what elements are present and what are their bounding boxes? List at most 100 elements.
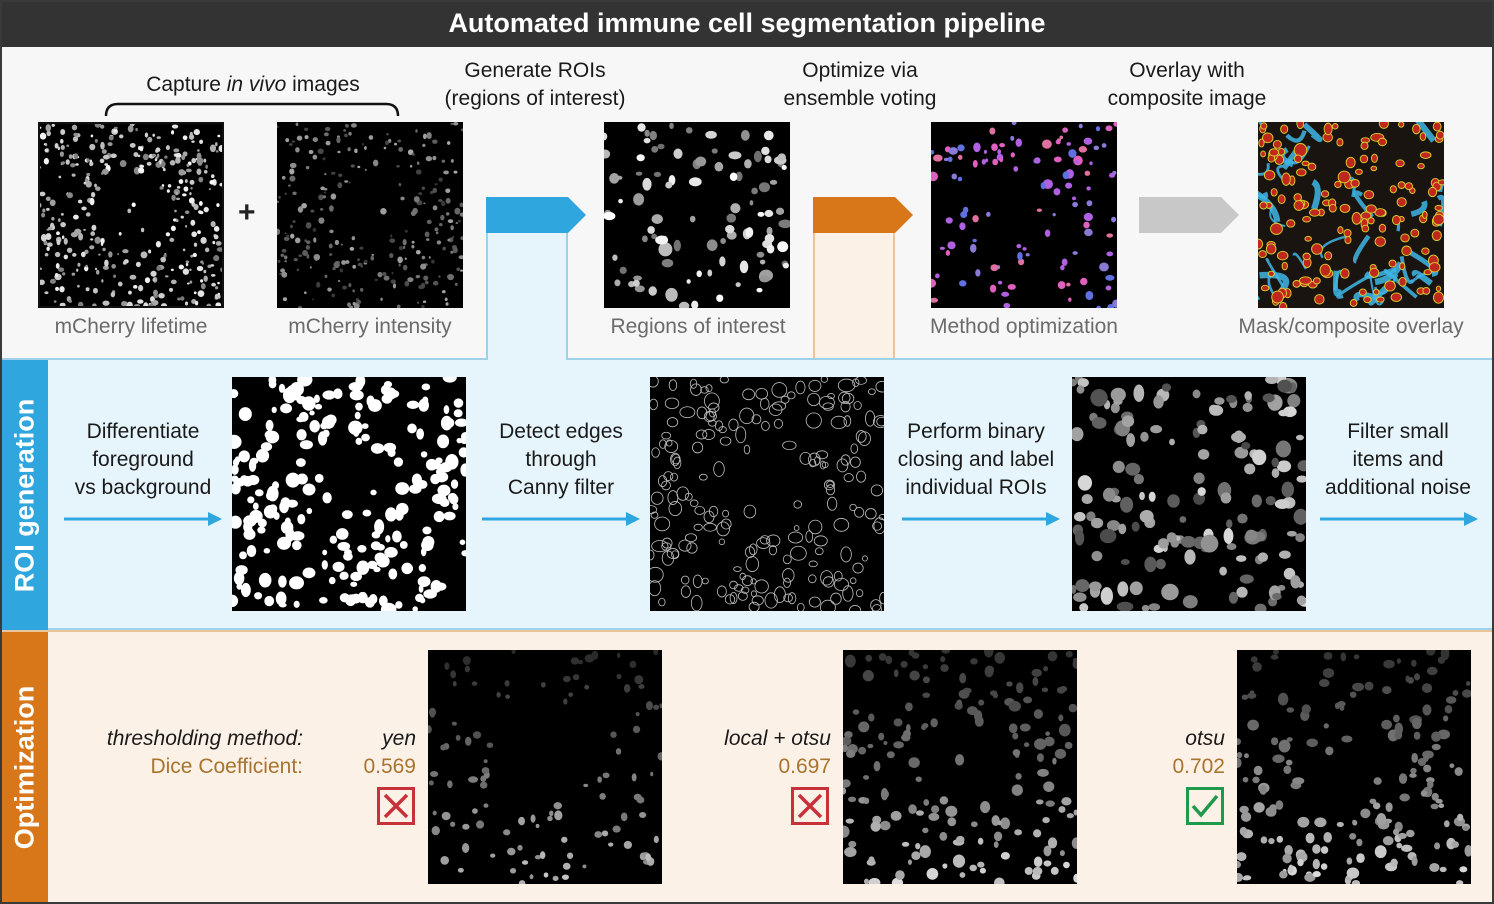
cell-blob (623, 683, 631, 693)
cell-blob (1293, 200, 1305, 211)
cell-blob (1139, 491, 1145, 501)
cell-blob (404, 280, 410, 287)
cell-blob (1023, 742, 1030, 748)
cell-blob (808, 560, 818, 568)
cell-blob (348, 131, 352, 136)
cell-blob (177, 297, 181, 301)
cell-blob (51, 216, 55, 221)
cell-blob (1084, 170, 1091, 176)
cell-blob (1279, 870, 1288, 879)
cell-blob (361, 433, 370, 442)
cell-blob (385, 140, 389, 145)
cell-blob (369, 402, 381, 412)
cell-blob (411, 244, 415, 249)
cell-blob (868, 713, 875, 722)
cell-blob (868, 877, 881, 884)
cell-blob (1032, 676, 1039, 686)
cell-blob (960, 211, 968, 218)
cell-blob (128, 290, 132, 295)
cell-blob (45, 124, 52, 132)
cell-blob (215, 302, 222, 306)
overlay-label: Overlay with composite image (1107, 59, 1267, 110)
cell-blob (1301, 704, 1311, 714)
cell-blob (562, 675, 571, 683)
cell-blob (46, 246, 50, 251)
vessel-strand (1285, 130, 1307, 143)
cell-blob (437, 484, 451, 497)
cell-blob (238, 450, 250, 463)
cell-blob (1141, 604, 1150, 611)
cell-blob (304, 135, 309, 140)
cell-blob (51, 124, 55, 127)
cell-blob (1277, 379, 1293, 393)
cell-blob (85, 264, 88, 268)
cell-blob (101, 149, 107, 154)
cell-blob (1390, 858, 1398, 867)
cell-blob (668, 501, 682, 517)
cell-blob (144, 132, 149, 138)
cell-blob (1383, 659, 1395, 669)
cell-blob (355, 377, 366, 388)
cell-blob (189, 131, 193, 136)
cell-blob (759, 535, 771, 545)
cell-blob (970, 243, 977, 253)
foreground-mask-image (232, 377, 466, 611)
cell-blob (1106, 233, 1114, 238)
cell-blob (1343, 228, 1352, 238)
cell-blob (843, 473, 854, 483)
cell-blob (175, 157, 181, 164)
cell-blob (329, 205, 334, 212)
cell-blob (304, 239, 307, 243)
cell-blob (1389, 185, 1397, 194)
cell-blob (753, 150, 762, 163)
cell-blob (1427, 186, 1438, 198)
cell-blob (1061, 797, 1072, 806)
cell-blob (1422, 287, 1431, 295)
cell-blob (447, 273, 455, 281)
cell-blob (350, 123, 357, 128)
cell-blob (922, 827, 929, 834)
cell-blob (1019, 723, 1031, 732)
cell-blob (140, 251, 148, 259)
cell-blob (872, 521, 883, 531)
cell-blob (1356, 838, 1363, 847)
cell-blob (981, 159, 987, 165)
cell-blob (1432, 122, 1442, 132)
cell-blob (249, 509, 263, 523)
cell-blob (1011, 784, 1023, 796)
cell-blob (441, 811, 451, 821)
cell-blob (219, 182, 222, 187)
cell-blob (182, 268, 190, 275)
cell-blob (704, 392, 720, 410)
cell-blob (743, 504, 757, 519)
cell-blob (1003, 302, 1011, 308)
cell-blob (1010, 135, 1015, 141)
cell-blob (692, 574, 703, 589)
cell-blob (314, 403, 323, 410)
cell-blob (1304, 873, 1316, 882)
cell-blob (1000, 817, 1011, 830)
cell-blob (1337, 226, 1344, 235)
cell-blob (1072, 427, 1084, 442)
cell-blob (1276, 835, 1284, 843)
cell-blob (795, 380, 806, 395)
cell-blob (347, 302, 352, 307)
cell-blob (349, 246, 355, 251)
cell-blob (89, 143, 96, 151)
cell-blob (418, 564, 427, 573)
cell-blob (852, 709, 860, 715)
cell-blob (686, 542, 698, 554)
cell-blob (99, 158, 105, 164)
cell-blob (1112, 460, 1125, 473)
cell-blob (1242, 876, 1249, 881)
cell-blob (1045, 800, 1055, 807)
cell-blob (140, 227, 145, 233)
cell-blob (1443, 715, 1449, 722)
cell-blob (1260, 284, 1270, 292)
cell-blob (629, 660, 637, 669)
roi-step-differentiate: Differentiate foreground vs background (74, 420, 212, 499)
cell-blob (1011, 122, 1017, 126)
cell-blob (293, 600, 300, 608)
cell-blob (133, 152, 139, 157)
cell-blob (169, 160, 176, 166)
